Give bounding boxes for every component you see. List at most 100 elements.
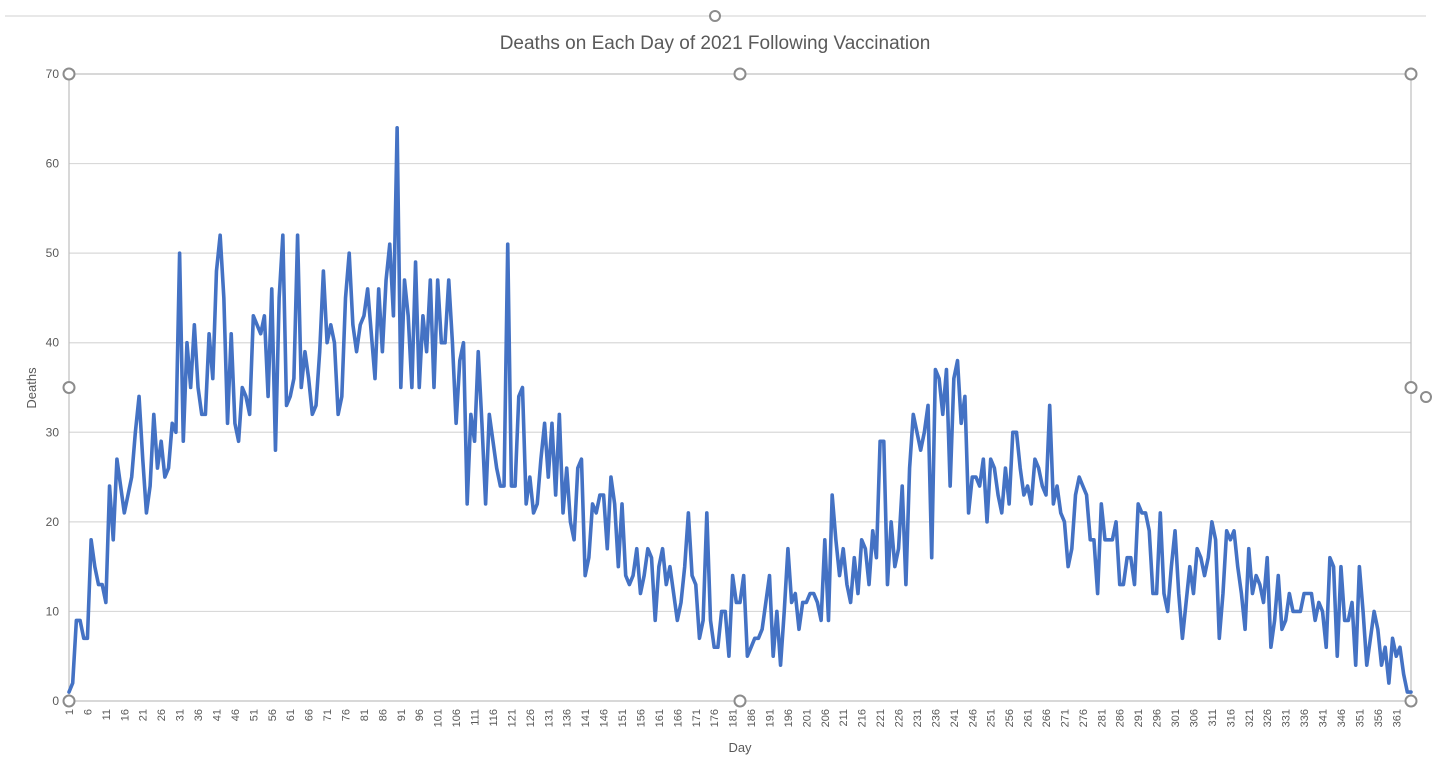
x-tick-label: 221	[875, 709, 887, 727]
x-tick-label: 206	[820, 709, 832, 727]
x-tick-label: 226	[894, 709, 906, 727]
y-axis-title: Deaths	[24, 367, 39, 409]
x-tick-label: 31	[175, 709, 187, 721]
x-tick-label: 261	[1023, 709, 1035, 727]
x-tick-label: 126	[525, 709, 537, 727]
x-tick-label: 191	[764, 709, 776, 727]
x-tick-label: 356	[1373, 709, 1385, 727]
x-tick-label: 196	[783, 709, 795, 727]
x-tick-label: 11	[101, 709, 113, 720]
resize-handle[interactable]	[733, 694, 747, 708]
selection-handles[interactable]	[62, 10, 1432, 708]
x-tick-label: 136	[562, 709, 574, 727]
x-tick-label: 281	[1096, 709, 1108, 727]
x-tick-label: 151	[617, 709, 629, 727]
x-tick-label: 71	[322, 709, 334, 721]
x-tick-label: 41	[211, 709, 223, 721]
resize-handle[interactable]	[733, 67, 747, 81]
x-tick-label: 181	[728, 709, 740, 727]
x-tick-label: 121	[506, 709, 518, 727]
x-tick-label: 76	[341, 709, 353, 721]
y-tick-label: 40	[46, 336, 60, 350]
x-tick-label: 111	[470, 709, 482, 726]
x-tick-label: 316	[1225, 709, 1237, 727]
x-tick-label: 351	[1354, 709, 1366, 727]
x-tick-label: 331	[1281, 709, 1293, 727]
resize-handle[interactable]	[1404, 694, 1418, 708]
x-tick-label: 116	[488, 709, 500, 727]
x-tick-label: 341	[1318, 709, 1330, 727]
x-tick-label: 26	[156, 709, 168, 721]
x-tick-label: 266	[1041, 709, 1053, 727]
x-tick-label: 336	[1299, 709, 1311, 727]
x-tick-label: 171	[691, 709, 703, 727]
y-tick-label: 60	[46, 157, 60, 171]
x-tick-label: 101	[433, 709, 445, 727]
x-tick-label: 161	[654, 709, 666, 727]
x-tick-label: 176	[709, 709, 721, 727]
resize-handle[interactable]	[62, 381, 76, 394]
gridlines	[69, 162, 1411, 613]
x-tick-label: 296	[1152, 709, 1164, 727]
x-tick-label: 6	[82, 709, 94, 715]
x-tick-label: 256	[1004, 709, 1016, 727]
y-tick-label: 0	[52, 694, 59, 708]
series-line-deaths	[67, 125, 1413, 694]
x-tick-label: 326	[1262, 709, 1274, 727]
x-tick-label: 36	[193, 709, 205, 721]
x-tick-label: 156	[635, 709, 647, 727]
x-tick-label: 346	[1336, 709, 1348, 727]
y-tick-label: 20	[46, 515, 60, 529]
x-tick-label: 301	[1170, 709, 1182, 727]
resize-handle[interactable]	[1404, 381, 1418, 394]
y-tick-label: 30	[46, 425, 60, 439]
x-tick-label: 286	[1115, 709, 1127, 727]
x-tick-label: 61	[285, 709, 297, 721]
plot-area-frame	[68, 73, 1412, 702]
chart-title: Deaths on Each Day of 2021 Following Vac…	[500, 33, 931, 54]
resize-handle[interactable]	[62, 694, 76, 708]
x-tick-label: 201	[801, 709, 813, 727]
x-tick-label: 306	[1188, 709, 1200, 727]
y-tick-label: 50	[46, 246, 60, 260]
x-tick-label: 231	[912, 709, 924, 727]
x-tick-label: 241	[949, 709, 961, 727]
x-tick-label: 311	[1207, 709, 1219, 727]
chart-area-resize-handle[interactable]	[1420, 391, 1432, 403]
chart-area-resize-handle[interactable]	[709, 10, 721, 22]
x-tick-label: 236	[930, 709, 942, 727]
x-tick-label: 141	[580, 709, 592, 727]
x-tick-label: 271	[1059, 709, 1071, 727]
x-tick-label: 216	[857, 709, 869, 727]
x-tick-label: 186	[746, 709, 758, 727]
x-tick-label: 166	[672, 709, 684, 727]
x-tick-label: 66	[304, 709, 316, 721]
x-tick-label: 321	[1244, 709, 1256, 727]
x-tick-label: 106	[451, 709, 463, 727]
x-tick-label: 21	[138, 709, 150, 721]
y-tick-label: 10	[46, 604, 60, 618]
x-tick-label: 96	[414, 709, 426, 721]
x-tick-label: 51	[248, 709, 260, 721]
x-tick-label: 246	[967, 709, 979, 727]
x-tick-label: 1	[64, 709, 76, 715]
y-tick-label: 70	[46, 67, 60, 81]
x-tick-label: 16	[119, 709, 131, 721]
x-tick-label: 211	[838, 709, 850, 727]
x-tick-label: 146	[599, 709, 611, 727]
y-axis-ticks: 0 10 20 30 40 50 60 70	[46, 67, 60, 708]
x-tick-label: 86	[377, 709, 389, 721]
resize-handle[interactable]	[62, 67, 76, 81]
resize-handle[interactable]	[1404, 67, 1418, 81]
x-tick-label: 56	[267, 709, 279, 721]
x-tick-label: 291	[1133, 709, 1145, 727]
x-tick-label: 361	[1391, 709, 1403, 727]
x-tick-label: 276	[1078, 709, 1090, 727]
x-tick-label: 91	[396, 709, 408, 721]
x-tick-label: 251	[986, 709, 998, 727]
x-axis-title: Day	[728, 740, 752, 755]
x-tick-label: 46	[230, 709, 242, 721]
x-axis-ticks: 1 6 11 16 21 26 31 36 41 46 51 56 61 66 71 76 81 86 91 96 10…	[64, 709, 1403, 727]
x-tick-label: 81	[359, 709, 371, 721]
